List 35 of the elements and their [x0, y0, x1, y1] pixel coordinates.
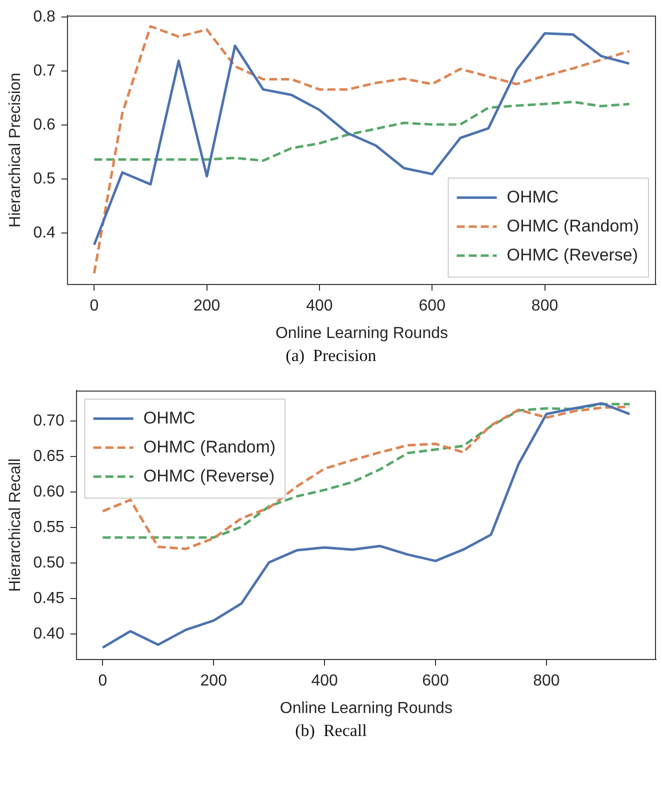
y-tick-label: 0.50: [33, 554, 64, 572]
x-tick-label: 0: [98, 672, 108, 690]
x-tick-label: 600: [418, 298, 446, 315]
legend-label: OHMC (Random): [143, 437, 276, 456]
x-tick-label: 200: [200, 672, 228, 690]
y-tick-label: 0.70: [33, 412, 64, 430]
y-tick-label: 0.40: [33, 625, 64, 642]
y-tick-label: 0.55: [33, 518, 64, 536]
x-axis-title: Online Learning Rounds: [275, 324, 448, 342]
y-axis-title: Hierarchical Precision: [7, 72, 24, 228]
x-tick-label: 400: [311, 672, 338, 690]
line-series: [92, 100, 630, 162]
x-tick-label: 400: [306, 298, 333, 315]
x-tick-label: 600: [422, 672, 449, 690]
y-axis-title: Hierarchical Recall: [7, 458, 24, 592]
x-tick-label: 800: [531, 298, 558, 315]
legend-label: OHMC (Reverse): [143, 466, 275, 486]
legend-label: OHMC: [506, 187, 559, 206]
y-tick-label: 0.7: [33, 62, 56, 80]
text: (a) Precision: [284, 345, 378, 367]
y-tick-label: 0.60: [33, 484, 64, 500]
x-tick-label: 0: [90, 298, 99, 315]
legend-label: OHMC (Reverse): [506, 245, 638, 264]
y-tick-label: 0.6: [33, 116, 56, 134]
text: (b) Recall: [294, 720, 368, 742]
x-tick-label: 200: [193, 298, 220, 315]
x-tick-label: 800: [533, 672, 560, 690]
y-tick-label: 0.45: [33, 590, 64, 607]
y-tick-label: 0.4: [33, 224, 56, 242]
legend-label: OHMC (Random): [506, 216, 640, 236]
y-tick-label: 0.8: [33, 8, 56, 26]
y-tick-label: 0.65: [33, 448, 64, 466]
y-tick-label: 0.5: [33, 170, 56, 188]
x-axis-title: Online Learning Rounds: [280, 700, 452, 717]
legend-label: OHMC: [143, 408, 196, 428]
